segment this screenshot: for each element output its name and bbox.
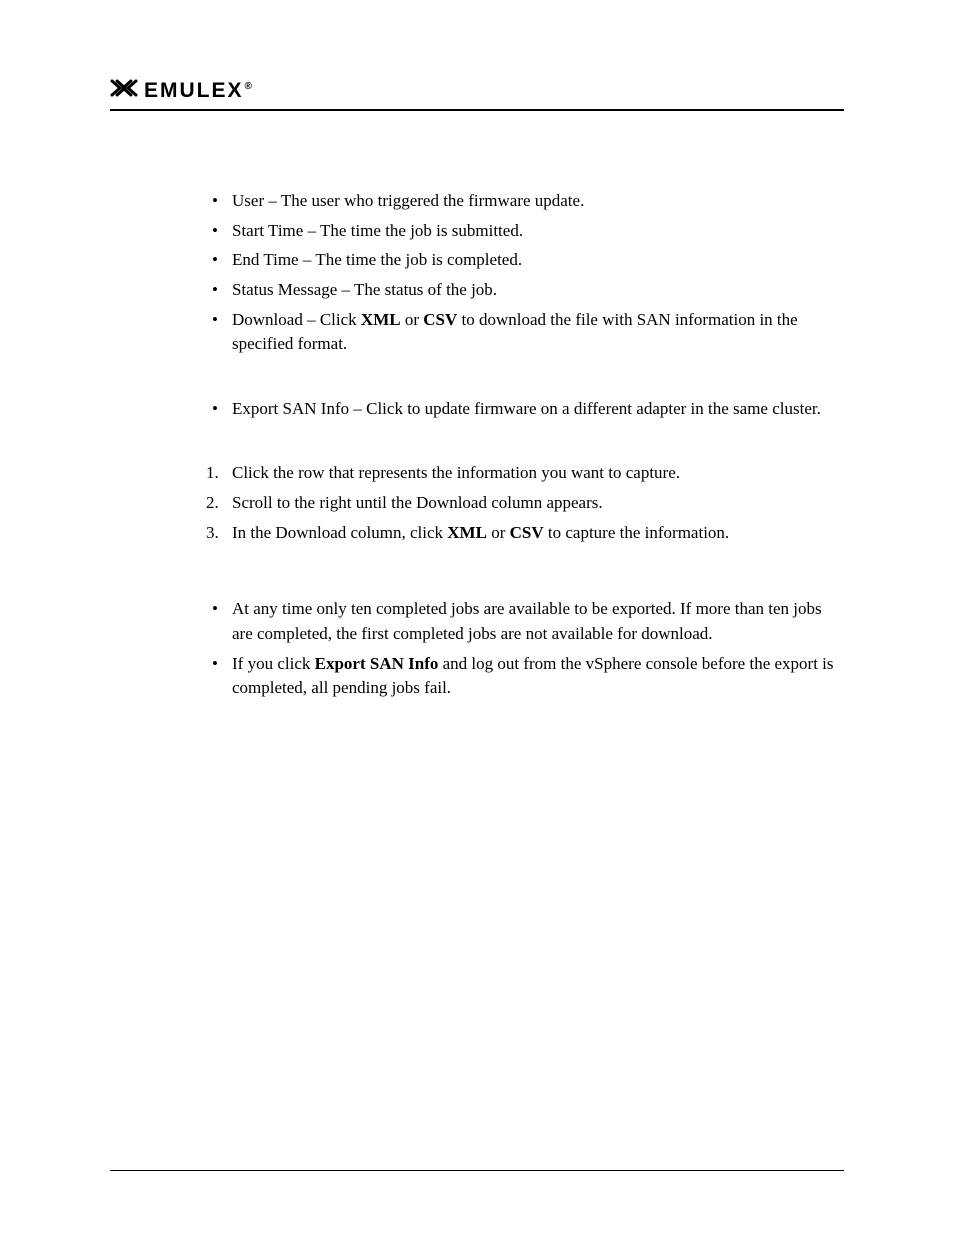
brand-logo-icon: [110, 78, 138, 103]
item-label: Export SAN Info: [232, 399, 349, 418]
item-label: User: [232, 191, 264, 210]
step-item: Click the row that represents the inform…: [206, 461, 844, 486]
notes-list: At any time only ten completed jobs are …: [206, 597, 844, 701]
list-item: Start Time – The time the job is submitt…: [206, 219, 844, 244]
brand-name: EMULEX®: [144, 79, 254, 103]
note-pre: If you click: [232, 654, 315, 673]
step-mid: or: [487, 523, 510, 542]
item-desc: The time the job is completed.: [315, 250, 522, 269]
step-text: Scroll to the right until the Download c…: [232, 493, 603, 512]
item-desc: The user who triggered the firmware upda…: [281, 191, 585, 210]
step-item: Scroll to the right until the Download c…: [206, 491, 844, 516]
step-text: Click the row that represents the inform…: [232, 463, 680, 482]
item-desc-post: to download the file with SAN informatio…: [232, 310, 798, 354]
xml-label: XML: [361, 310, 401, 329]
item-desc: The time the job is submitted.: [320, 221, 523, 240]
item-label: Start Time: [232, 221, 303, 240]
item-label: Download: [232, 310, 303, 329]
xml-label: XML: [447, 523, 487, 542]
list-item: If you click Export SAN Info and log out…: [206, 652, 844, 701]
page-content: User – The user who triggered the firmwa…: [206, 189, 844, 701]
item-mid: or: [401, 310, 424, 329]
note-text: At any time only ten completed jobs are …: [232, 599, 822, 643]
step-post: to capture the information.: [544, 523, 730, 542]
step-pre: In the Download column, click: [232, 523, 447, 542]
footer-rule: [110, 1170, 844, 1171]
step-item: In the Download column, click XML or CSV…: [206, 521, 844, 546]
export-san-info-label: Export SAN Info: [315, 654, 439, 673]
list-item: Download – Click XML or CSV to download …: [206, 308, 844, 357]
csv-label: CSV: [423, 310, 457, 329]
list-item: At any time only ten completed jobs are …: [206, 597, 844, 646]
brand-logo: EMULEX®: [110, 78, 254, 103]
list-item: Status Message – The status of the job.: [206, 278, 844, 303]
list-item: Export SAN Info – Click to update firmwa…: [206, 397, 844, 422]
item-label: Status Message: [232, 280, 337, 299]
item-label: End Time: [232, 250, 299, 269]
field-list-2: Export SAN Info – Click to update firmwa…: [206, 397, 844, 422]
page-header: EMULEX®: [110, 78, 844, 111]
field-list-1: User – The user who triggered the firmwa…: [206, 189, 844, 357]
list-item: End Time – The time the job is completed…: [206, 248, 844, 273]
item-desc-pre: Click: [320, 310, 361, 329]
steps-list: Click the row that represents the inform…: [206, 461, 844, 545]
list-item: User – The user who triggered the firmwa…: [206, 189, 844, 214]
csv-label: CSV: [510, 523, 544, 542]
item-desc: Click to update firmware on a different …: [366, 399, 821, 418]
item-desc: The status of the job.: [354, 280, 497, 299]
